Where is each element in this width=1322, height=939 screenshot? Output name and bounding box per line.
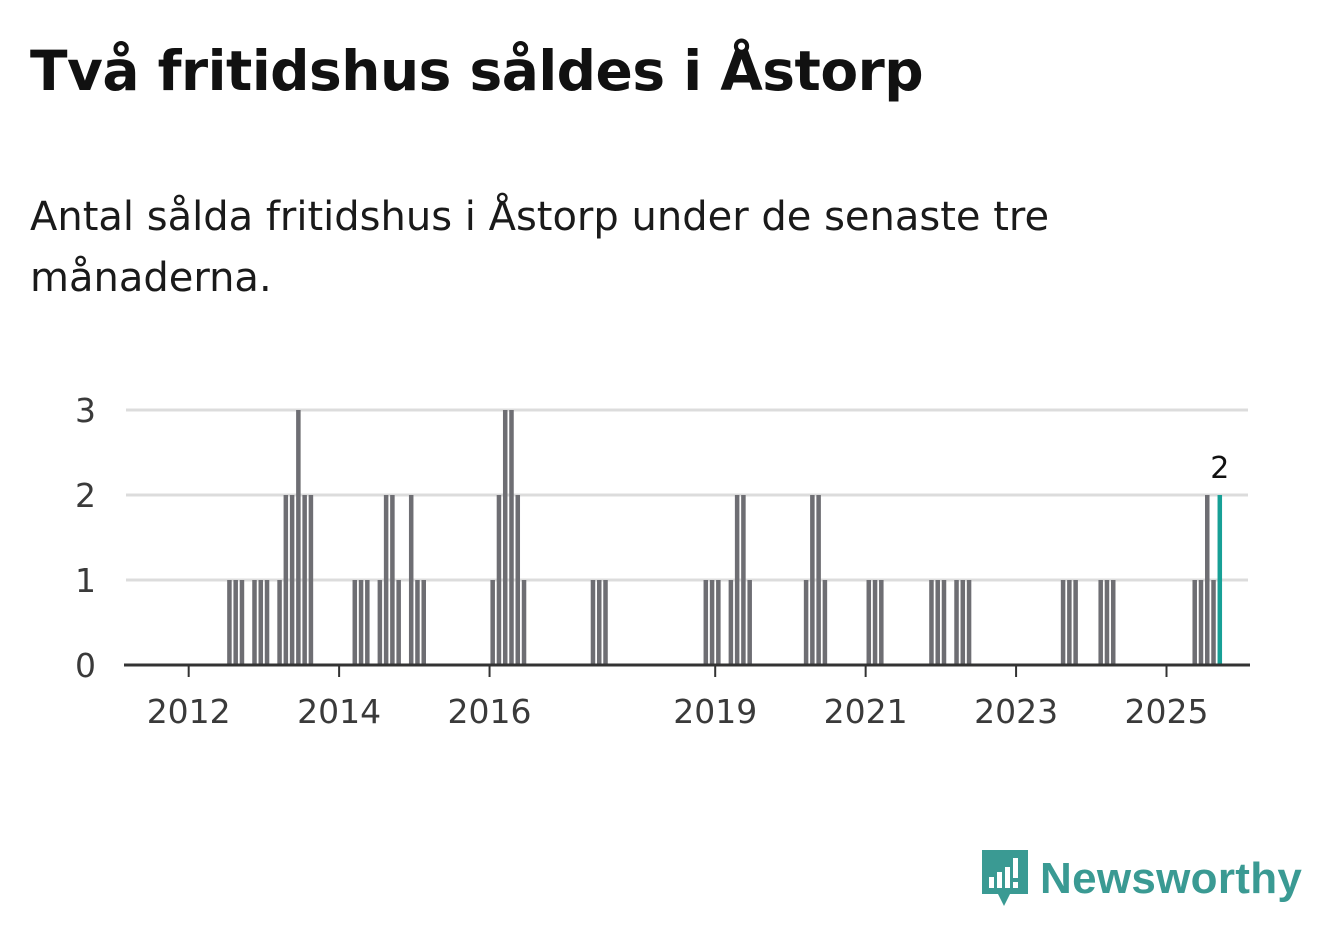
bar: [728, 580, 734, 665]
x-tick-label: 2014: [297, 692, 381, 731]
bar: [1098, 580, 1103, 665]
bar: [396, 580, 401, 665]
bar: [308, 495, 314, 665]
bar: [810, 495, 815, 665]
highlight-bar: [1217, 495, 1223, 665]
bar: [1211, 580, 1216, 665]
bar: [264, 580, 270, 665]
brand-logo[interactable]: Newsworthy: [980, 848, 1302, 910]
bar: [302, 495, 307, 665]
bar: [866, 580, 872, 665]
bar: [929, 580, 934, 665]
bar: [603, 580, 608, 665]
bar: [1205, 495, 1210, 665]
y-tick-label: 2: [75, 476, 96, 515]
bar: [365, 580, 370, 665]
bar: [590, 580, 596, 665]
bar: [1192, 580, 1197, 665]
bar: [233, 580, 238, 665]
bar: [941, 580, 947, 665]
bar: [515, 495, 521, 665]
x-tick-label: 2016: [448, 692, 532, 731]
bar: [1067, 580, 1072, 665]
bar: [502, 410, 508, 665]
bar: [596, 580, 602, 665]
y-tick-label: 0: [75, 646, 96, 685]
bar: [490, 580, 495, 665]
bar: [227, 580, 232, 665]
bar-chart: 0 1 2 3 2 2012 2014 2016 2019 2021 2023 2025: [75, 391, 1250, 731]
bar: [421, 580, 426, 665]
x-tick-label: 2012: [147, 692, 231, 731]
bar: [816, 495, 821, 665]
data-label: 2: [1210, 451, 1229, 486]
bar: [747, 580, 752, 665]
bar: [252, 580, 257, 665]
chart-title: Två fritidshus såldes i Åstorp: [30, 39, 924, 103]
chart-subtitle: Antal sålda fritidshus i Åstorp under de…: [30, 194, 1050, 301]
bar: [734, 495, 740, 665]
newsworthy-logo-icon: [982, 850, 1028, 906]
bar: [358, 580, 364, 665]
bar: [377, 580, 383, 665]
brand-name: Newsworthy: [1040, 854, 1303, 903]
x-tick-label: 2021: [824, 692, 908, 731]
bar: [296, 410, 301, 665]
bar: [1198, 580, 1204, 665]
bar: [954, 580, 959, 665]
bar: [496, 495, 502, 665]
bar: [258, 580, 264, 665]
y-tick-label: 3: [75, 391, 96, 430]
bar: [741, 495, 746, 665]
bar: [1104, 580, 1110, 665]
bar: [1060, 580, 1066, 665]
bar: [383, 495, 389, 665]
bar: [277, 580, 282, 665]
bar: [390, 495, 395, 665]
bar: [521, 580, 527, 665]
bar: [1110, 580, 1116, 665]
bar: [935, 580, 940, 665]
x-tick-label: 2025: [1125, 692, 1209, 731]
bar: [803, 580, 809, 665]
x-tick-label: 2023: [974, 692, 1058, 731]
bar: [289, 495, 295, 665]
bar: [352, 580, 358, 665]
bar: [408, 495, 414, 665]
bar: [703, 580, 709, 665]
bar: [966, 580, 972, 665]
bar: [716, 580, 721, 665]
bar: [239, 580, 245, 665]
bar: [415, 580, 420, 665]
bar: [960, 580, 966, 665]
y-tick-label: 1: [75, 561, 96, 600]
bar: [1073, 580, 1078, 665]
bar: [709, 580, 715, 665]
bar: [879, 580, 884, 665]
bar: [283, 495, 289, 665]
bar: [822, 580, 828, 665]
bar: [509, 410, 514, 665]
x-tick-label: 2019: [673, 692, 757, 731]
bar: [872, 580, 878, 665]
